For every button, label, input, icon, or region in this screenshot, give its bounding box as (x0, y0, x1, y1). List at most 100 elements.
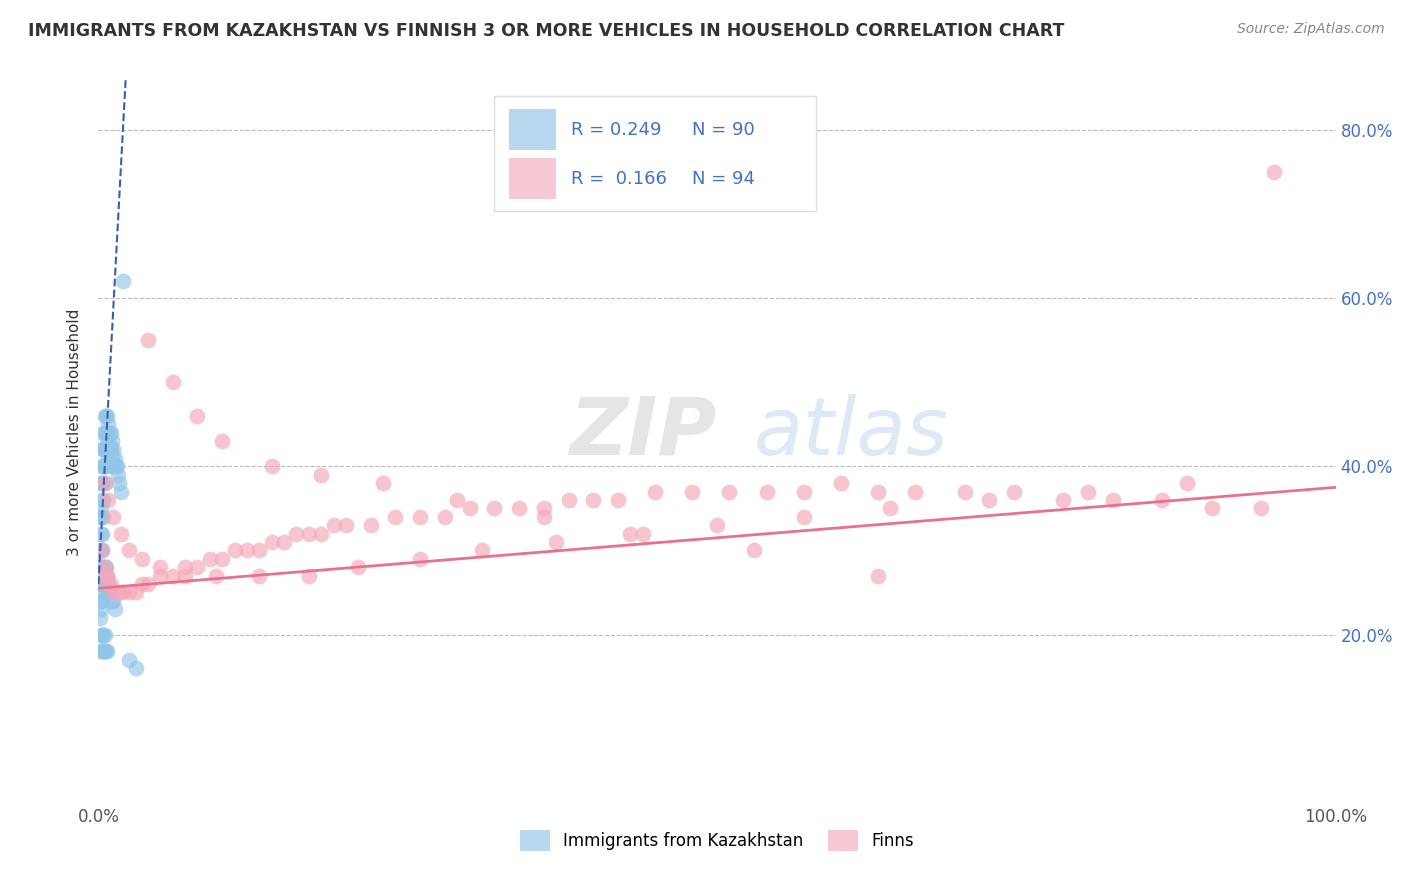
Point (508, 501, 530, 516)
Point (1102, 492, 1125, 507)
Point (93, 492, 115, 507)
Point (90, 568, 112, 582)
Point (104, 459, 127, 474)
Point (93, 476, 115, 491)
Point (91, 560, 114, 574)
Point (533, 509, 555, 524)
Point (91, 543, 114, 558)
Point (557, 492, 579, 507)
Text: ZIP: ZIP (568, 393, 716, 472)
Point (409, 551, 432, 566)
Point (458, 501, 481, 516)
Point (90, 501, 112, 516)
Point (205, 568, 228, 582)
Point (91, 543, 114, 558)
Point (101, 434, 124, 448)
Point (371, 476, 394, 491)
Point (91, 526, 114, 541)
Point (260, 459, 283, 474)
Point (211, 434, 233, 448)
Point (706, 518, 728, 533)
Point (186, 409, 208, 423)
Point (149, 560, 172, 574)
Point (247, 568, 270, 582)
Point (347, 560, 370, 574)
Point (93, 425, 115, 440)
Point (644, 484, 666, 499)
Point (101, 594, 124, 608)
Point (91, 442, 114, 457)
Point (100, 577, 122, 591)
Point (94, 409, 117, 423)
FancyBboxPatch shape (509, 109, 557, 150)
Point (96, 409, 118, 423)
Point (631, 526, 654, 541)
Point (97, 577, 120, 591)
Point (103, 450, 125, 465)
Point (433, 509, 456, 524)
Point (755, 484, 778, 499)
Point (174, 560, 197, 574)
Point (93, 409, 115, 423)
Point (91, 476, 114, 491)
Point (91, 577, 114, 591)
Point (94, 425, 117, 440)
Point (96, 425, 118, 440)
Point (224, 543, 246, 558)
Point (89, 543, 111, 558)
Point (94, 577, 117, 591)
Point (607, 492, 630, 507)
Point (1175, 476, 1198, 491)
Point (1201, 501, 1223, 516)
Point (1152, 492, 1174, 507)
Text: N = 94: N = 94 (692, 169, 755, 187)
Point (198, 551, 221, 566)
Point (546, 535, 568, 549)
Point (97, 450, 120, 465)
Text: Source: ZipAtlas.com: Source: ZipAtlas.com (1237, 22, 1385, 37)
Point (162, 568, 184, 582)
Point (718, 484, 741, 499)
Point (89, 509, 111, 524)
Point (93, 509, 115, 524)
Point (101, 450, 124, 465)
Point (93, 627, 115, 641)
Point (108, 476, 131, 491)
Point (360, 518, 382, 533)
Point (103, 602, 125, 616)
Point (1002, 484, 1025, 499)
Point (105, 585, 128, 599)
Point (89, 577, 111, 591)
Text: R = 0.249: R = 0.249 (571, 120, 662, 139)
Point (866, 568, 889, 582)
Point (247, 543, 270, 558)
Point (110, 585, 132, 599)
Point (103, 594, 125, 608)
Point (100, 425, 122, 440)
FancyBboxPatch shape (509, 158, 557, 199)
Point (260, 535, 283, 549)
Point (93, 459, 115, 474)
Point (91, 594, 114, 608)
Point (98, 442, 121, 457)
Point (100, 585, 122, 599)
Point (90, 644, 112, 658)
Point (94, 560, 117, 574)
Point (136, 577, 159, 591)
Point (96, 568, 118, 582)
Point (322, 518, 344, 533)
Point (107, 467, 129, 482)
Point (90, 560, 112, 574)
Point (211, 551, 233, 566)
Point (93, 560, 115, 574)
Y-axis label: 3 or more Vehicles in Household: 3 or more Vehicles in Household (67, 309, 83, 557)
Point (830, 476, 852, 491)
Point (124, 585, 146, 599)
Point (105, 459, 128, 474)
Point (93, 577, 115, 591)
Point (96, 585, 118, 599)
Point (953, 484, 976, 499)
Point (582, 492, 605, 507)
Point (96, 568, 118, 582)
Point (866, 484, 889, 499)
